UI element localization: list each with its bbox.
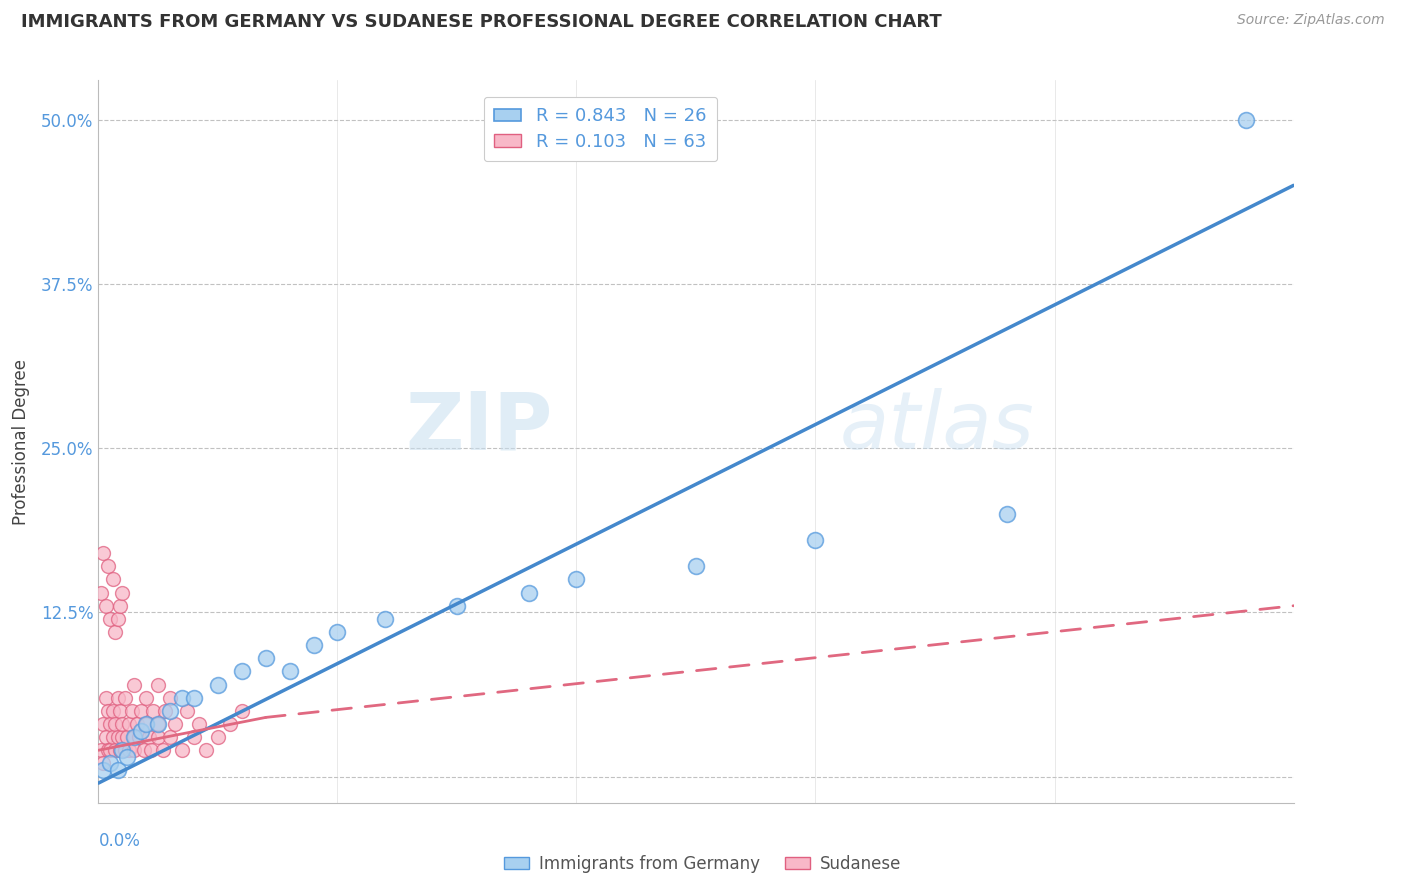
Point (124, 730, 146, 744)
Point (121, 704, 143, 718)
Point (278, 665, 301, 679)
Point (125, 717, 148, 731)
Point (104, 743, 127, 757)
Point (90, 585, 112, 599)
Point (128, 730, 150, 744)
Point (98, 756, 122, 771)
Point (115, 730, 138, 744)
Point (155, 704, 177, 718)
Point (148, 717, 170, 731)
Point (98, 612, 122, 626)
Point (101, 730, 124, 744)
Point (159, 690, 181, 705)
Point (231, 665, 253, 679)
Y-axis label: Professional Degree: Professional Degree (11, 359, 30, 524)
Point (685, 559, 707, 574)
Point (91, 763, 114, 777)
Point (207, 730, 229, 744)
Point (90, 743, 112, 757)
Point (326, 625, 349, 640)
Point (104, 717, 127, 731)
Point (108, 599, 131, 613)
Point (207, 677, 229, 691)
Point (302, 638, 325, 652)
Legend: Immigrants from Germany, Sudanese: Immigrants from Germany, Sudanese (498, 848, 908, 880)
Point (219, 717, 242, 731)
Point (108, 743, 131, 757)
Point (804, 533, 827, 547)
Point (135, 690, 157, 705)
Point (98, 743, 122, 757)
Point (107, 612, 129, 626)
Point (1234, 112, 1257, 127)
Point (159, 704, 181, 718)
Point (97, 704, 120, 718)
Point (94, 730, 117, 744)
Point (118, 743, 141, 757)
Point (107, 730, 129, 744)
Point (111, 717, 134, 731)
Point (98, 717, 122, 731)
Text: ZIP: ZIP (405, 388, 553, 467)
Point (142, 704, 165, 718)
Point (187, 717, 209, 731)
Point (148, 677, 170, 691)
Point (91, 546, 114, 560)
Point (104, 625, 127, 640)
Point (131, 704, 153, 718)
Point (172, 743, 194, 757)
Point (135, 717, 157, 731)
Point (183, 730, 205, 744)
Point (995, 507, 1018, 521)
Point (108, 704, 131, 718)
Point (163, 717, 186, 731)
Text: 0.0%: 0.0% (98, 831, 141, 850)
Point (172, 690, 194, 705)
Point (94, 690, 117, 705)
Point (94, 599, 117, 613)
Point (148, 730, 170, 744)
Point (195, 743, 218, 757)
Point (91, 756, 114, 771)
Text: atlas: atlas (839, 388, 1035, 467)
Point (114, 690, 136, 705)
Point (131, 723, 153, 738)
Point (107, 763, 129, 777)
Point (124, 730, 146, 744)
Point (148, 717, 170, 731)
Point (107, 690, 129, 705)
Point (446, 599, 468, 613)
Point (159, 730, 181, 744)
Point (231, 704, 253, 718)
Point (97, 559, 120, 574)
Legend: R = 0.843   N = 26, R = 0.103   N = 63: R = 0.843 N = 26, R = 0.103 N = 63 (484, 96, 717, 161)
Point (374, 612, 396, 626)
Text: Source: ZipAtlas.com: Source: ZipAtlas.com (1237, 13, 1385, 28)
Point (101, 573, 124, 587)
Point (115, 749, 138, 764)
Point (118, 717, 141, 731)
Point (254, 651, 277, 665)
Point (517, 585, 540, 599)
Point (135, 717, 157, 731)
Point (111, 730, 134, 744)
Point (124, 677, 146, 691)
Point (565, 573, 588, 587)
Point (114, 743, 136, 757)
Point (176, 704, 198, 718)
Point (101, 704, 124, 718)
Point (139, 743, 162, 757)
Point (183, 690, 205, 705)
Point (111, 743, 134, 757)
Point (97, 743, 120, 757)
Point (91, 717, 114, 731)
Point (124, 743, 146, 757)
Point (132, 743, 155, 757)
Text: IMMIGRANTS FROM GERMANY VS SUDANESE PROFESSIONAL DEGREE CORRELATION CHART: IMMIGRANTS FROM GERMANY VS SUDANESE PROF… (21, 13, 942, 31)
Point (152, 743, 174, 757)
Point (111, 585, 134, 599)
Point (138, 730, 160, 744)
